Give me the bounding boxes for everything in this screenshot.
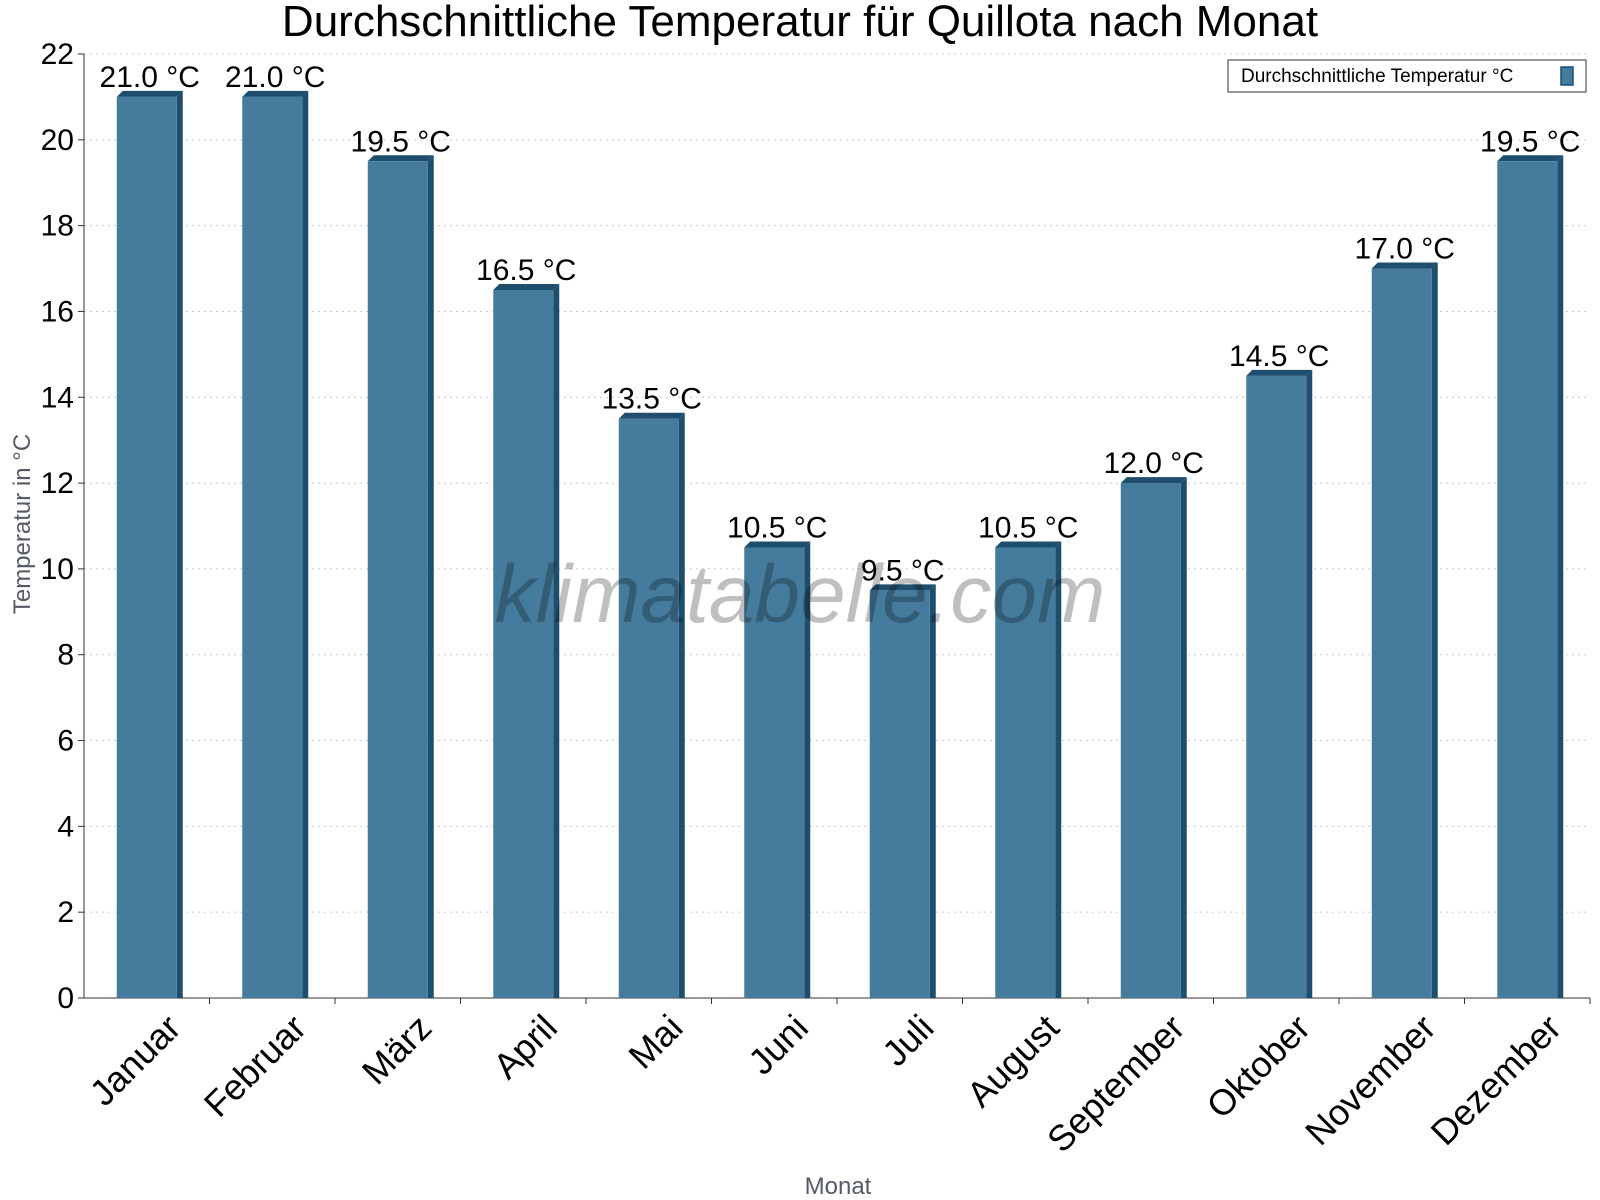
chart-title: Durchschnittliche Temperatur für Quillot… [282, 0, 1318, 46]
data-label: 21.0 °C [100, 61, 200, 94]
bar-face [367, 161, 428, 999]
bar-top [1497, 155, 1564, 162]
bar-top [869, 584, 936, 591]
bar-mai [618, 412, 685, 998]
legend-swatch [1560, 66, 1574, 86]
x-tick-label: August [959, 1007, 1067, 1115]
x-tick-label: Januar [82, 1007, 189, 1114]
data-label: 13.5 °C [602, 383, 702, 416]
bar-side [678, 412, 685, 998]
y-tick-label: 12 [41, 467, 74, 500]
bars [116, 90, 1564, 999]
y-tick-label: 2 [57, 896, 74, 929]
bar-side [302, 90, 309, 999]
bar-top [1120, 477, 1187, 484]
data-label: 17.0 °C [1355, 233, 1455, 266]
bar-side [1306, 369, 1313, 998]
bar-face [995, 547, 1056, 998]
bar-side [1055, 541, 1062, 998]
y-tick-label: 0 [57, 982, 74, 1015]
data-label: 14.5 °C [1229, 340, 1329, 373]
bar-september [1120, 477, 1187, 998]
bar-side [1431, 262, 1438, 999]
y-tick-label: 8 [57, 639, 74, 672]
bar-side [553, 284, 560, 998]
bar-side [804, 541, 811, 998]
y-tick-label: 4 [57, 810, 74, 843]
bar-face [242, 96, 303, 999]
y-tick-label: 20 [41, 124, 74, 157]
x-tick-label: Mai [620, 1007, 690, 1077]
x-tick-label: März [354, 1007, 440, 1093]
watermark: klimatabelle.com [495, 549, 1106, 640]
data-label: 19.5 °C [1480, 125, 1580, 158]
x-tick-labels: Januar Februar März April Mai Juni Juli AugustS… [82, 1007, 1569, 1161]
bar-side [1557, 155, 1564, 999]
bar-dezember [1497, 155, 1564, 999]
gridlines [84, 53, 1590, 913]
data-label: 10.5 °C [727, 511, 827, 544]
bar-top [1371, 262, 1438, 269]
y-axis-title: Temperatur in °C [9, 434, 36, 614]
data-label: 10.5 °C [978, 511, 1078, 544]
bar-side [176, 90, 183, 999]
bar-side [1180, 477, 1187, 998]
y-tick-label: 14 [41, 381, 74, 414]
x-tick-label: Oktober [1198, 1007, 1318, 1127]
bar-face [1246, 375, 1307, 998]
bar-oktober [1246, 369, 1313, 998]
y-tick-labels: 0 2 4 6 8 10 12 14 16 18 20 22 [41, 38, 74, 1015]
axes [78, 53, 1591, 1004]
bar-face [1120, 483, 1181, 998]
data-label: 16.5 °C [476, 254, 576, 287]
bar-face [869, 590, 930, 998]
x-tick-label: Februar [196, 1007, 314, 1125]
bar-face [493, 290, 554, 998]
bar-top [744, 541, 811, 548]
bar-top [242, 90, 309, 97]
data-label: 12.0 °C [1104, 447, 1204, 480]
y-tick-label: 16 [41, 295, 74, 328]
bar-januar [116, 90, 183, 999]
bar-face [744, 547, 805, 998]
bar-top [493, 284, 560, 290]
y-tick-label: 10 [41, 553, 74, 586]
bar-märz [367, 155, 434, 999]
data-label: 19.5 °C [351, 125, 451, 158]
bar-april [493, 284, 560, 998]
x-tick-label: April [485, 1007, 565, 1087]
x-tick-label: Dezember [1422, 1007, 1568, 1153]
bar-face [116, 96, 177, 999]
bar-november [1371, 262, 1438, 999]
bar-top [995, 541, 1062, 548]
y-tick-label: 22 [41, 38, 74, 71]
x-tick-label: Juni [740, 1007, 816, 1083]
bar-top [367, 155, 434, 162]
data-label: 21.0 °C [225, 61, 325, 94]
bar-februar [242, 90, 309, 999]
bar-juli [869, 584, 936, 998]
bar-face [1497, 161, 1558, 999]
bar-top [1246, 369, 1313, 376]
bar-face [618, 418, 679, 998]
bar-side [427, 155, 434, 999]
bar-top [618, 412, 685, 419]
legend-label: Durchschnittliche Temperatur °C [1241, 66, 1513, 87]
x-tick-label: November [1297, 1007, 1443, 1153]
bar-august [995, 541, 1062, 998]
bar-juni [744, 541, 811, 998]
data-label: 9.5 °C [861, 554, 945, 587]
legend: Durchschnittliche Temperatur °C [1227, 59, 1587, 93]
bar-top [116, 90, 183, 97]
x-tick-label: September [1039, 1007, 1193, 1161]
x-tick-label: Juli [874, 1007, 941, 1074]
data-labels: 21.0 °C 21.0 °C 19.5 °C 16.5 °C 13.5 °C 10.5 … [100, 61, 1581, 587]
bar-side [929, 584, 936, 998]
y-tick-label: 6 [57, 725, 74, 758]
y-tick-label: 18 [41, 210, 74, 243]
x-axis-title: Monat [805, 1173, 872, 1200]
bar-face [1371, 268, 1432, 999]
legend-box [1227, 59, 1587, 93]
